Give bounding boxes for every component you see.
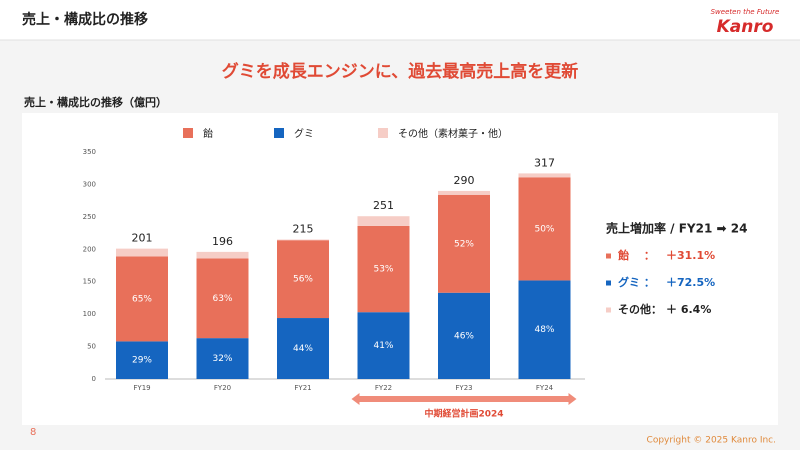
- y-tick-label: 300: [83, 180, 96, 188]
- share-label: 29%: [132, 356, 152, 366]
- bar-segment: [196, 258, 249, 339]
- y-tick-label: 0: [92, 375, 96, 383]
- growth-label: グミ ：: [618, 275, 655, 289]
- bar-segment: [518, 173, 571, 178]
- x-tick-label: FY24: [536, 384, 554, 392]
- growth-swatch: [606, 253, 611, 259]
- y-tick-label: 350: [83, 148, 96, 156]
- share-label: 32%: [212, 354, 232, 364]
- legend-swatch: [378, 128, 388, 138]
- bar-segment: [277, 239, 329, 241]
- growth-label: 飴 ：: [617, 248, 655, 262]
- y-tick-label: 250: [83, 213, 96, 221]
- x-tick-label: FY20: [214, 384, 231, 392]
- bracket-arrow: [351, 393, 577, 405]
- bar-segment: [438, 292, 490, 379]
- bar-segment: [277, 240, 329, 319]
- y-tick-label: 150: [83, 278, 96, 286]
- share-label: 50%: [534, 224, 554, 234]
- share-label: 48%: [534, 325, 554, 335]
- y-tick-label: 50: [87, 343, 96, 351]
- share-label: 46%: [454, 331, 474, 341]
- x-tick-label: FY22: [375, 384, 392, 392]
- total-label: 317: [534, 156, 555, 169]
- legend-label: その他（素材菓子・他）: [398, 127, 508, 140]
- bar-segment: [518, 280, 571, 379]
- share-label: 52%: [454, 239, 474, 249]
- chart: 0 50 100 150 200 250 300 350 飴 グミ その他（素材菓子・他） 29% 65…: [83, 127, 748, 420]
- growth-value: ＋72.5%: [666, 276, 715, 289]
- y-tick-label: 100: [83, 310, 96, 318]
- share-label: 65%: [132, 294, 152, 304]
- bracket-label: 中期経営計画2024: [424, 408, 503, 420]
- growth-label: その他：: [618, 302, 662, 316]
- total-label: 201: [132, 232, 153, 245]
- bar-segment: [357, 312, 410, 379]
- legend-label: 飴: [203, 127, 213, 140]
- total-label: 196: [212, 235, 233, 248]
- share-label: 41%: [373, 341, 393, 351]
- growth-title: 売上増加率 / FY21 ➡ 24: [606, 221, 747, 236]
- total-label: 251: [373, 199, 394, 212]
- share-label: 53%: [373, 265, 393, 275]
- page-number: 8: [30, 427, 36, 438]
- copyright: Copyright © 2025 Kanro Inc.: [647, 436, 776, 446]
- bar-segment: [438, 190, 490, 195]
- bar-segment: [357, 216, 410, 226]
- chart-title: 売上・構成比の推移（億円）: [24, 95, 167, 109]
- logo: Kanro: [717, 17, 774, 37]
- total-label: 290: [454, 174, 475, 187]
- growth-swatch: [606, 280, 611, 286]
- bar-segment: [116, 248, 168, 257]
- legend-label: グミ: [294, 127, 314, 140]
- growth-value: ＋ 6.4%: [666, 303, 711, 316]
- share-label: 63%: [212, 294, 232, 304]
- header-title: 売上・構成比の推移: [22, 11, 148, 28]
- bar-segment: [116, 256, 168, 342]
- legend-swatch: [183, 128, 193, 138]
- growth-swatch: [606, 307, 611, 313]
- growth-value: ＋31.1%: [666, 249, 715, 262]
- bar-segment: [438, 194, 490, 293]
- bar-segment: [277, 318, 329, 379]
- total-label: 215: [293, 223, 314, 236]
- header-bar: [0, 0, 800, 40]
- x-tick-label: FY23: [455, 384, 472, 392]
- bar-segment: [357, 225, 410, 313]
- share-label: 56%: [293, 275, 313, 285]
- legend-swatch: [274, 128, 284, 138]
- logo-tagline: Sweeten the Future: [711, 8, 780, 16]
- x-tick-label: FY19: [133, 384, 150, 392]
- bar-segment: [116, 341, 168, 379]
- bar-segment: [196, 338, 249, 379]
- x-tick-label: FY21: [294, 384, 311, 392]
- share-label: 44%: [293, 344, 313, 354]
- y-tick-label: 200: [83, 245, 96, 253]
- bar-segment: [196, 251, 249, 259]
- bar-segment: [518, 177, 571, 281]
- headline: グミを成長エンジンに、過去最高売上高を更新: [222, 61, 579, 82]
